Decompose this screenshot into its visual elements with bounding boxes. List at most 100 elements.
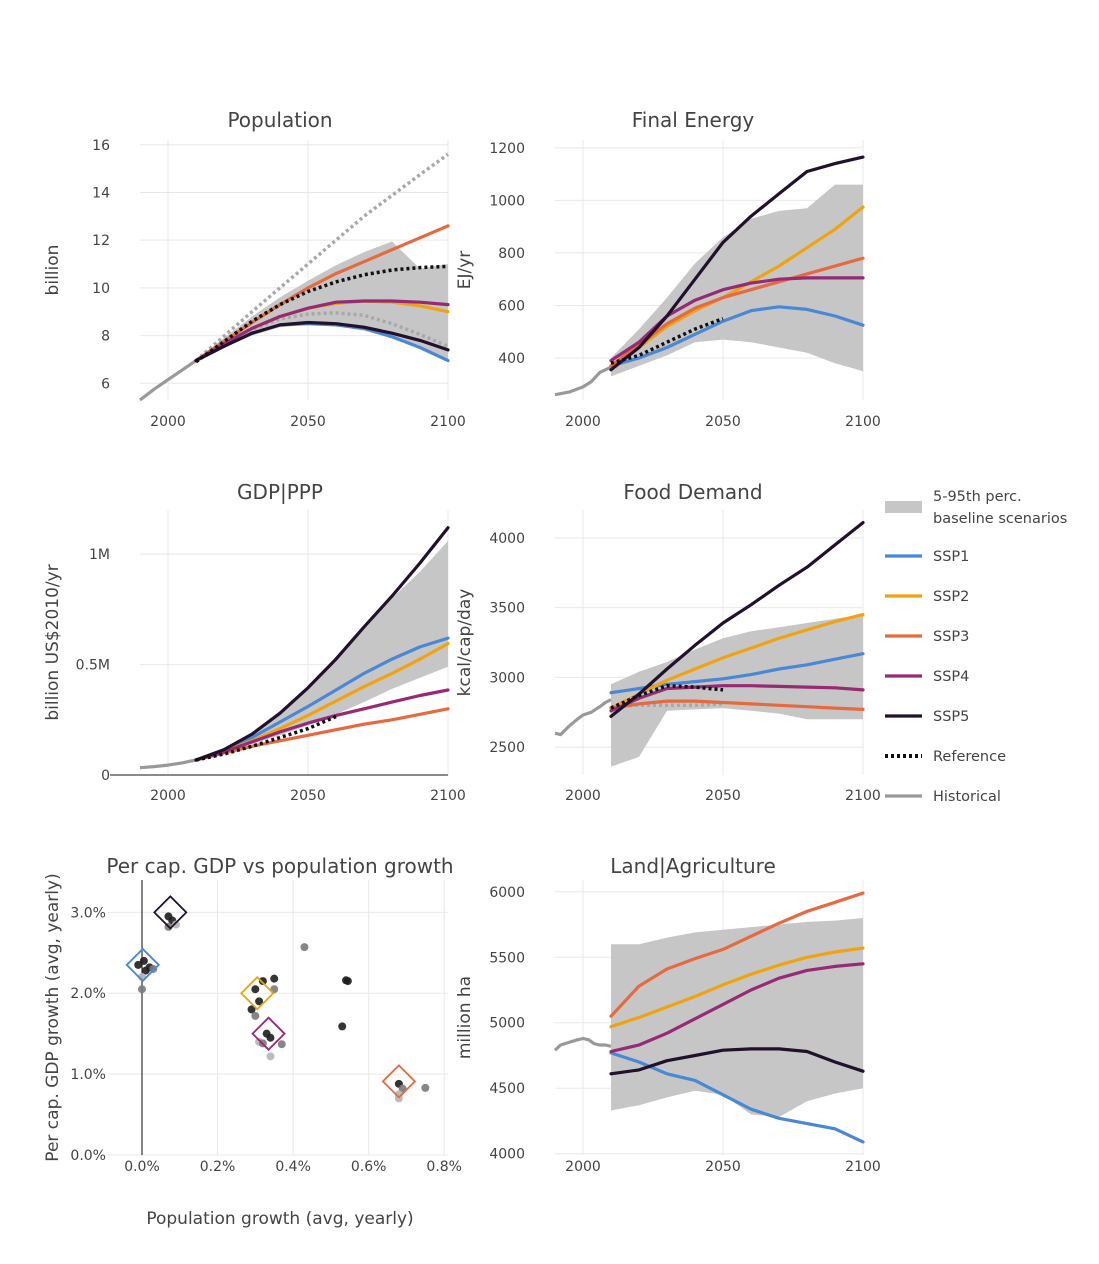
legend-label: SSP5 (933, 709, 969, 725)
legend-item-band: 5-95th perc. baseline scenarios (885, 489, 1067, 527)
legend: 5-95th perc. baseline scenarios SSP1 SSP2 SS… (885, 489, 1067, 805)
percentile-band (611, 184, 863, 377)
y-tick-label: 1200 (489, 141, 525, 157)
scatter-point (270, 974, 279, 983)
y-tick-label: 8 (101, 329, 110, 345)
historical-line (553, 1036, 612, 1052)
x-tick-label: 2000 (565, 788, 601, 804)
scatter-point (251, 985, 260, 994)
y-tick-label: 400 (498, 351, 525, 367)
scatter-point (343, 977, 352, 986)
scatter-point (247, 1005, 256, 1014)
panel-land_agriculture: 2000 2050 2100 4000 4500 5000 5500 6000 Land|Agr… (455, 854, 881, 1175)
y-tick-label: 2.0% (70, 986, 106, 1002)
x-axis-label: Population growth (avg, yearly) (146, 1209, 413, 1229)
chart-title: GDP|PPP (237, 480, 323, 504)
x-tick-label: 2000 (565, 1159, 601, 1175)
series-line-ssp1 (609, 1051, 865, 1144)
y-tick-label: 4000 (489, 1147, 525, 1163)
y-tick-label: 1M (89, 547, 110, 563)
scatter-point (277, 1040, 286, 1049)
x-tick-label: 2050 (705, 788, 741, 804)
panel-gdp_ppp: 2000 2050 2100 0 0.5M 1M GDP|PPP billion US$201… (43, 480, 466, 804)
scatter-point (251, 1011, 260, 1020)
x-tick-label: 2000 (150, 788, 186, 804)
legend-label: SSP4 (933, 669, 969, 685)
y-tick-label: 10 (92, 281, 110, 297)
legend-label: SSP2 (933, 589, 969, 605)
legend-label: SSP1 (933, 549, 969, 565)
legend-swatch (885, 501, 922, 513)
y-tick-label: 0.5M (76, 658, 110, 674)
series-line-ssp4 (194, 688, 450, 762)
y-axis-label: EJ/yr (455, 251, 475, 290)
scenario-marker-ssp1 (125, 947, 161, 983)
scenario-marker-ssp2 (239, 975, 275, 1011)
scatter-point (149, 964, 158, 973)
series-line-ssp4 (194, 299, 450, 363)
percentile-band (611, 918, 863, 1117)
panel-food_demand: 2000 2050 2100 2500 3000 3500 4000 Food Demand k… (455, 480, 881, 804)
x-tick-label: 0.2% (200, 1159, 236, 1175)
series-line-ssp1 (609, 305, 865, 368)
legend-item-reference: Reference (885, 749, 1006, 765)
reference-line (195, 714, 337, 762)
legend-label: 5-95th perc. (933, 489, 1022, 505)
scatter-point (172, 920, 180, 929)
legend-item-ssp1: SSP1 (885, 549, 969, 565)
x-tick-label: 2000 (150, 414, 186, 430)
x-tick-label: 2050 (290, 788, 326, 804)
series-line-ssp4 (609, 962, 865, 1054)
legend-item-ssp4: SSP4 (885, 669, 969, 685)
x-tick-label: 2050 (290, 414, 326, 430)
series-line-ssp4 (609, 684, 865, 713)
historical-line (139, 758, 197, 770)
legend-item-ssp2: SSP2 (885, 589, 969, 605)
y-axis-label: kcal/cap/day (455, 589, 475, 697)
scenario-marker-ssp3 (381, 1064, 417, 1099)
x-tick-label: 2100 (845, 1159, 881, 1175)
y-tick-label: 0.0% (70, 1148, 106, 1164)
y-tick-label: 3500 (489, 601, 525, 617)
scatter-point (139, 956, 148, 965)
y-tick-label: 3000 (489, 670, 525, 686)
percentile-band (611, 614, 863, 767)
scatter-point (338, 1022, 347, 1031)
x-tick-label: 2050 (705, 414, 741, 430)
x-tick-label: 2050 (705, 1159, 741, 1175)
x-tick-label: 0.6% (351, 1159, 387, 1175)
y-tick-label: 600 (498, 298, 525, 314)
y-tick-label: 3.0% (70, 905, 106, 921)
series-line-ssp3 (194, 224, 450, 363)
x-tick-label: 2100 (430, 788, 466, 804)
scenario-dotted-line (194, 152, 450, 362)
panel-final_energy: 2000 2050 2100 400 600 800 1000 1200 Final Energ… (455, 108, 881, 430)
series-line-ssp3 (609, 699, 865, 711)
historical-line (139, 359, 197, 402)
legend-item-historical: Historical (885, 789, 1001, 805)
legend-label: Historical (933, 789, 1001, 805)
scatter-point (266, 1033, 275, 1042)
y-axis-label: billion US$2010/yr (43, 564, 63, 720)
legend-item-ssp3: SSP3 (885, 629, 969, 645)
y-tick-label: 1000 (489, 193, 525, 209)
series-line-ssp5 (194, 526, 450, 762)
scatter-point (421, 1083, 430, 1092)
series-line-ssp5 (609, 1047, 865, 1076)
legend-label: Reference (933, 749, 1006, 765)
series-line-ssp3 (609, 256, 865, 368)
x-tick-label: 2000 (565, 414, 601, 430)
y-tick-label: 1.0% (70, 1067, 106, 1083)
y-tick-label: 4500 (489, 1081, 525, 1097)
y-tick-label: 16 (92, 138, 110, 154)
y-tick-label: 4000 (489, 531, 525, 547)
series-line-ssp5 (609, 155, 865, 372)
series-line-ssp2 (609, 613, 865, 710)
x-tick-label: 2100 (845, 414, 881, 430)
scenario-marker-ssp4 (251, 1016, 286, 1051)
legend-label: SSP3 (933, 629, 969, 645)
legend-label: baseline scenarios (933, 511, 1067, 527)
chart-title: Land|Agriculture (610, 854, 776, 878)
series-line-ssp2 (609, 946, 865, 1029)
